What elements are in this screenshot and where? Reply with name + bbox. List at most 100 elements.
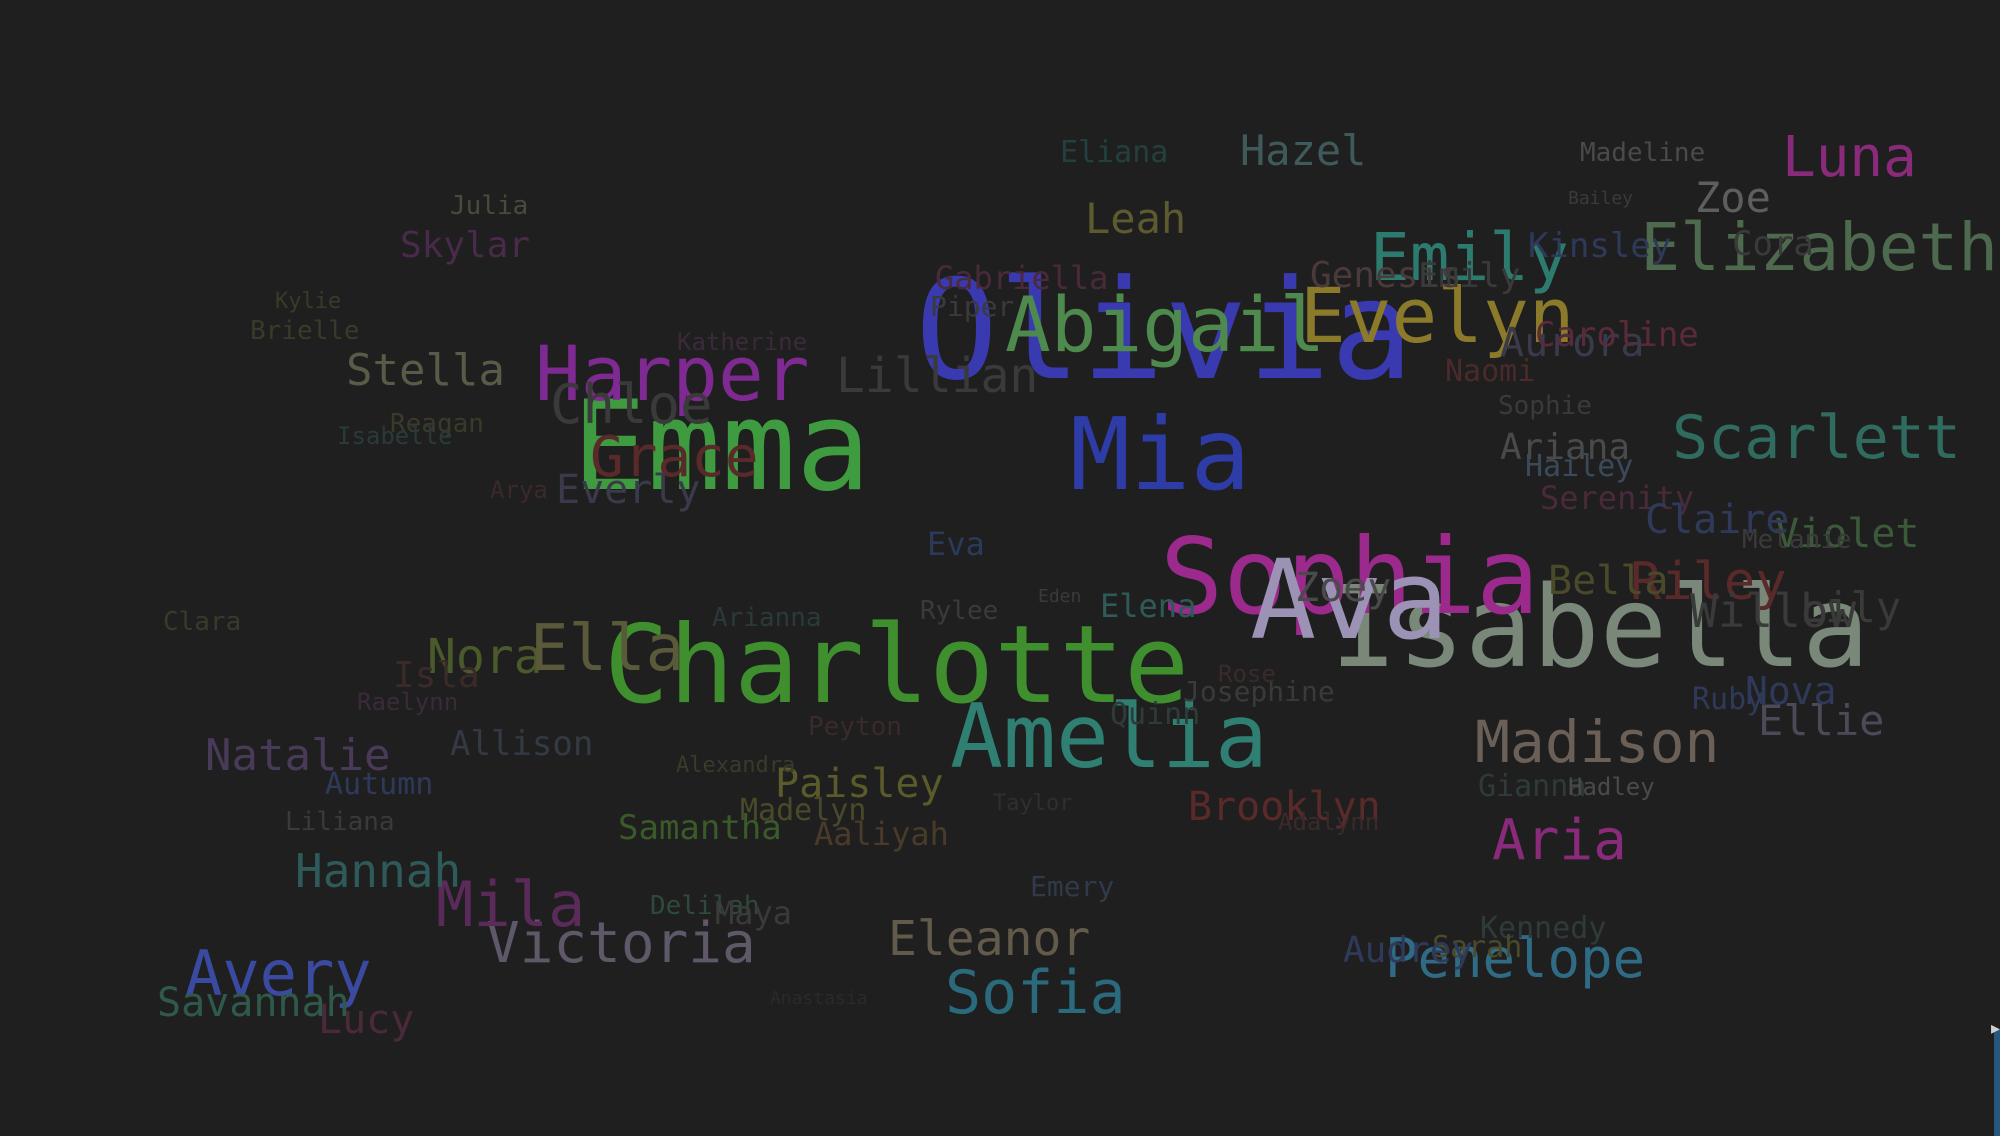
word-olivia: Olivia	[915, 250, 1414, 411]
word-gabriella: Gabriella	[935, 259, 1109, 297]
word-arya: Arya	[490, 476, 548, 504]
word-everly: Everly	[556, 467, 701, 513]
word-clara: Clara	[163, 607, 242, 637]
word-grace: Grace	[590, 425, 759, 490]
word-ella: Ella	[530, 612, 685, 686]
word-nova: Nova	[1745, 669, 1837, 713]
word-willow: Willow	[1690, 584, 1857, 638]
word-zoey: Zoey	[1295, 565, 1392, 611]
word-isabelle: Isabelle	[337, 422, 453, 450]
word-cora: Cora	[1732, 224, 1814, 264]
word-piper: Piper	[930, 290, 1015, 323]
word-kylie: Kylie	[275, 289, 342, 314]
word-quinn: Quinn	[1110, 697, 1201, 732]
word-luna: Luna	[1782, 125, 1917, 190]
word-bella: Bella	[1548, 558, 1669, 604]
word-ruby: Ruby	[1692, 682, 1765, 717]
word-madelyn: Madelyn	[740, 793, 867, 828]
word-liliana: Liliana	[285, 807, 395, 837]
word-delilah: Delilah	[650, 891, 760, 921]
word-genesis: Genesis	[1310, 255, 1462, 296]
word-sophie: Sophie	[1498, 391, 1592, 421]
word-eleanor: Eleanor	[888, 911, 1091, 967]
word-adalynn: Adalynn	[1278, 808, 1380, 836]
word-claire: Claire	[1645, 497, 1790, 543]
word-paisley: Paisley	[775, 761, 944, 807]
word-madison: Madison	[1475, 708, 1720, 776]
word-emery: Emery	[1030, 870, 1115, 903]
word-violet: Violet	[1775, 511, 1920, 557]
word-katherine: Katherine	[677, 328, 808, 356]
word-isabella: Isabella	[1330, 563, 1870, 693]
word-eliana: Eliana	[1060, 135, 1169, 170]
word-riley: Riley	[1630, 552, 1787, 612]
word-harper: Harper	[535, 329, 810, 418]
word-maya: Maya	[715, 894, 793, 932]
word-elena: Elena	[1100, 587, 1197, 625]
word-arianna: Arianna	[712, 603, 822, 633]
word-hannah: Hannah	[295, 844, 462, 898]
word-leah: Leah	[1085, 194, 1187, 243]
word-stella: Stella	[346, 345, 505, 396]
word-bailey: Bailey	[1568, 188, 1634, 209]
word-mia: Mia	[1070, 396, 1251, 513]
word-kinsley: Kinsley	[1528, 226, 1672, 266]
word-anastasia: Anastasia	[770, 988, 868, 1009]
word-natalie: Natalie	[205, 730, 391, 781]
word-reagan: Reagan	[390, 409, 484, 439]
word-avery: Avery	[185, 937, 372, 1010]
mouse-cursor-icon: ▸	[1990, 1018, 2000, 1039]
word-charlotte: Charlotte	[604, 603, 1190, 728]
word-scarlett: Scarlett	[1672, 403, 1961, 473]
word-hailey: Hailey	[1525, 449, 1634, 484]
word-aaliyah: Aaliyah	[814, 815, 949, 853]
word-serenity: Serenity	[1540, 479, 1695, 517]
word-evelyn: Evelyn	[1300, 271, 1575, 360]
word-autumn: Autumn	[325, 767, 434, 802]
word-lillian: Lillian	[836, 348, 1039, 404]
word-zoe: Zoe	[1695, 173, 1771, 222]
word-elizabeth: Elizabeth	[1640, 209, 1998, 286]
word-isla: Isla	[393, 655, 480, 696]
word-naomi: Naomi	[1445, 354, 1536, 389]
word-caroline: Caroline	[1535, 315, 1699, 355]
word-aurora: Aurora	[1500, 320, 1645, 366]
word-ava: Ava	[1250, 536, 1449, 664]
word-lucy: Lucy	[318, 997, 415, 1043]
word-savannah: Savannah	[157, 980, 350, 1026]
word-taylor: Taylor	[993, 791, 1073, 816]
word-eva: Eva	[927, 525, 985, 563]
word-brooklyn: Brooklyn	[1188, 784, 1381, 830]
word-abigail: Abigail	[1005, 280, 1326, 369]
word-ariana: Ariana	[1500, 427, 1631, 468]
word-ellie: Ellie	[1758, 696, 1885, 745]
word-rylee: Rylee	[920, 596, 999, 626]
word-emily: Emily	[1370, 219, 1569, 296]
word-nora: Nora	[427, 629, 543, 685]
word-alexandra: Alexandra	[676, 753, 796, 778]
word-penelope: Penelope	[1385, 927, 1646, 990]
word-sophia: Sophia	[1160, 516, 1540, 638]
word-audrey: Audrey	[1343, 930, 1474, 971]
word-allison: Allison	[450, 724, 594, 764]
word-hazel: Hazel	[1240, 126, 1367, 175]
word-samantha: Samantha	[618, 808, 782, 848]
word-skylar: Skylar	[400, 225, 531, 266]
word-sofia: Sofia	[945, 958, 1126, 1028]
word-amelia: Amelia	[950, 685, 1268, 788]
word-emily-small: Emily	[1418, 256, 1521, 296]
word-melanie: Melanie	[1742, 525, 1852, 555]
word-josephine: Josephine	[1183, 675, 1335, 708]
word-brielle: Brielle	[250, 316, 360, 346]
word-hadley: Hadley	[1568, 773, 1655, 801]
word-raelynn: Raelynn	[357, 688, 459, 716]
screen-edge-accent	[1994, 1030, 2000, 1136]
word-victoria: Victoria	[486, 911, 756, 976]
word-julia: Julia	[450, 191, 529, 221]
word-gianna: Gianna	[1478, 769, 1587, 804]
word-mila: Mila	[436, 868, 586, 941]
word-rose: Rose	[1218, 660, 1276, 688]
word-kennedy: Kennedy	[1480, 911, 1607, 946]
word-lily: Lily	[1800, 583, 1902, 632]
